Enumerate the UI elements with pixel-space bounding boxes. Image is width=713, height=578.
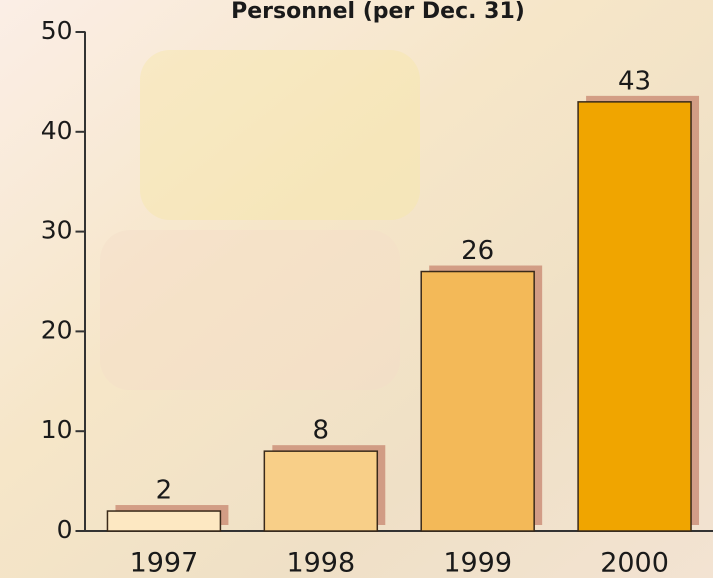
y-tick-label: 10 <box>41 415 73 444</box>
y-tick-label: 50 <box>41 16 73 45</box>
y-tick-label: 40 <box>41 116 73 145</box>
bar <box>264 451 377 531</box>
value-label: 43 <box>618 66 651 96</box>
x-tick-label: 2000 <box>600 548 669 578</box>
background-key <box>100 230 400 390</box>
bar <box>107 511 220 531</box>
value-label: 26 <box>461 236 494 266</box>
y-tick-label: 30 <box>41 216 73 245</box>
y-tick-label: 20 <box>41 315 73 344</box>
x-tick-label: 1999 <box>443 548 512 578</box>
chart-title: Personnel (per Dec. 31) <box>231 0 525 24</box>
x-tick-label: 1997 <box>130 548 199 578</box>
x-tick-label: 1998 <box>286 548 355 578</box>
background-key <box>140 50 420 220</box>
y-tick-label: 0 <box>57 515 73 544</box>
value-label: 2 <box>156 476 173 506</box>
bar <box>421 272 534 531</box>
chart: Personnel (per Dec. 31) 0 10 20 30 40 50 1997 2… <box>0 0 713 578</box>
value-label: 8 <box>313 416 330 446</box>
bar <box>578 102 691 531</box>
